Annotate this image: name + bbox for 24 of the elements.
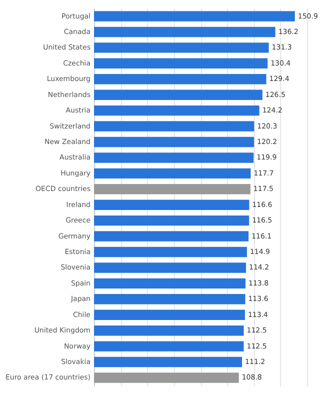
bar <box>94 152 254 163</box>
bar <box>94 58 268 69</box>
bar <box>94 200 250 210</box>
bar <box>94 121 254 132</box>
bar <box>94 310 245 320</box>
bar <box>94 372 239 383</box>
bar <box>94 341 244 352</box>
bar <box>94 294 246 304</box>
bar <box>94 231 249 242</box>
bar <box>94 278 246 289</box>
bar <box>94 42 269 53</box>
bar <box>94 215 250 226</box>
bar <box>94 262 246 273</box>
bar <box>94 184 250 194</box>
bar <box>94 136 254 148</box>
bar <box>94 105 260 116</box>
bar <box>94 11 295 22</box>
bar <box>94 168 251 179</box>
bar <box>94 74 266 84</box>
bar <box>94 26 276 38</box>
bar <box>94 90 262 100</box>
bar <box>94 356 242 368</box>
bar <box>94 246 247 258</box>
bar <box>94 325 244 336</box>
